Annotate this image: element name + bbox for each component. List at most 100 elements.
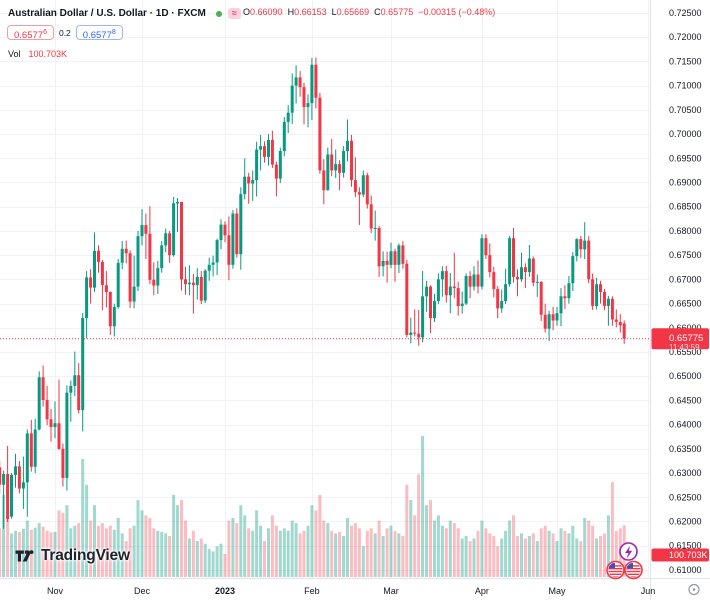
candle[interactable] [49,409,53,442]
candle[interactable] [618,314,622,333]
candle[interactable] [187,265,191,296]
candle[interactable] [263,141,266,163]
candle[interactable] [81,313,85,432]
us-flag-event-icon[interactable] [624,560,643,580]
candle[interactable] [310,58,314,120]
candle[interactable] [294,65,298,104]
candle[interactable] [6,445,10,522]
candle[interactable] [587,236,591,284]
candle[interactable] [373,210,377,241]
candle[interactable] [207,257,211,281]
candle[interactable] [476,260,480,294]
us-flag-event-icon[interactable] [606,560,625,580]
candle[interactable] [567,276,571,304]
candle[interactable] [278,147,282,183]
candle[interactable] [108,291,112,336]
candle[interactable] [429,285,432,334]
candle[interactable] [239,187,243,270]
candle[interactable] [583,222,587,259]
symbol-title[interactable]: Australian Dollar / U.S. Dollar · 1D · F… [8,8,206,19]
candle[interactable] [492,266,496,298]
candle[interactable] [595,277,599,310]
candle[interactable] [520,252,523,282]
candle[interactable] [10,473,13,519]
candle[interactable] [180,201,183,291]
candle[interactable] [603,289,606,311]
candle[interactable] [33,418,37,474]
candle[interactable] [211,255,215,277]
candle[interactable] [199,271,203,304]
candle[interactable] [504,268,508,304]
candle[interactable] [53,401,57,439]
candle[interactable] [184,266,187,295]
candle[interactable] [136,230,140,291]
candle[interactable] [559,288,563,327]
candle[interactable] [464,273,468,306]
candle[interactable] [314,57,318,109]
candle[interactable] [322,159,326,205]
candle[interactable] [346,119,349,162]
tradingview-logo[interactable]: TradingView [15,546,130,566]
candle[interactable] [227,216,231,281]
candle[interactable] [496,286,500,319]
candle[interactable] [409,317,413,344]
candle[interactable] [401,241,405,269]
candle[interactable] [243,158,247,200]
candle[interactable] [255,141,259,197]
candle[interactable] [599,280,602,304]
candle[interactable] [140,209,144,246]
candle[interactable] [247,172,251,204]
candle[interactable] [393,248,397,282]
candle[interactable] [100,260,104,311]
candle[interactable] [25,429,29,517]
candle[interactable] [61,443,65,487]
candle[interactable] [444,265,448,303]
candle[interactable] [251,170,255,201]
candle[interactable] [132,255,136,309]
candle[interactable] [286,105,290,134]
candle[interactable] [614,309,618,328]
candle[interactable] [508,235,512,287]
candle[interactable] [369,195,373,233]
candle[interactable] [259,135,263,171]
candle[interactable] [128,250,132,308]
candle[interactable] [571,252,575,291]
candle[interactable] [579,235,583,258]
candle[interactable] [290,73,294,124]
candle[interactable] [21,456,25,509]
candle[interactable] [575,238,579,262]
candle[interactable] [326,147,330,191]
candle[interactable] [306,94,310,128]
candle[interactable] [606,295,610,326]
candle[interactable] [168,230,172,263]
candle[interactable] [452,252,456,299]
candle[interactable] [57,379,61,450]
candle[interactable] [543,303,547,333]
candle[interactable] [203,269,207,304]
candle[interactable] [191,274,195,314]
candle[interactable] [365,172,369,209]
candle[interactable] [270,130,274,168]
candle[interactable] [2,470,6,529]
candle[interactable] [361,170,365,197]
candle[interactable] [468,271,472,299]
candle[interactable] [17,461,21,494]
candle[interactable] [381,251,385,277]
candle[interactable] [488,243,492,278]
candle[interactable] [516,269,519,297]
candle[interactable] [425,280,429,312]
candle[interactable] [460,291,464,314]
candle[interactable] [120,241,124,270]
buy-button[interactable]: 0.65778 [75,25,123,41]
candle[interactable] [14,453,17,488]
candle[interactable] [417,309,421,346]
candle[interactable] [535,274,539,297]
candle[interactable] [377,226,381,277]
candle[interactable] [156,260,160,294]
candle[interactable] [160,241,164,273]
candle[interactable] [104,271,108,308]
candle[interactable] [448,273,452,314]
candle[interactable] [350,135,353,187]
candle[interactable] [342,146,346,178]
candle[interactable] [389,242,393,269]
